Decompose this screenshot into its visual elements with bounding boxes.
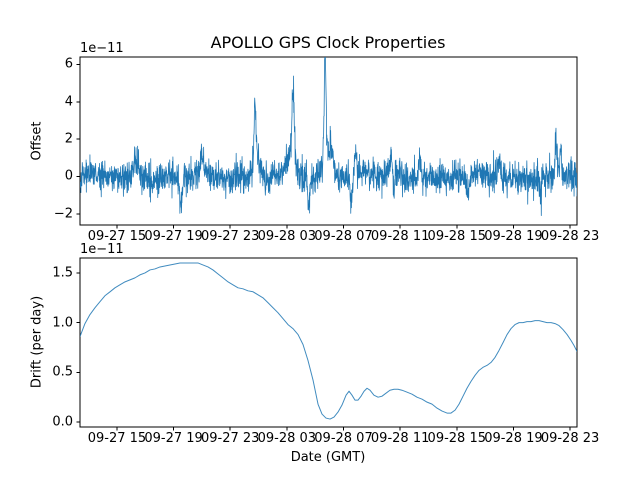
x-tick-label: 09-28 15 xyxy=(427,229,487,244)
axes-frame xyxy=(79,56,578,226)
x-tick-label: 09-27 23 xyxy=(200,431,260,446)
x-tick-label: 09-27 19 xyxy=(144,229,203,244)
y-tick-label: 1.5 xyxy=(52,265,73,281)
axes-frame xyxy=(79,257,578,428)
offset-series-line xyxy=(80,57,577,216)
x-tick-label: 09-28 19 xyxy=(484,229,543,244)
ylabel-drift: Drift (per day) xyxy=(29,295,45,389)
y-tick-label: 6 xyxy=(64,56,73,72)
x-tick-label: 09-27 15 xyxy=(87,229,147,244)
y-scale-offset-text-bottom: 1e−11 xyxy=(80,242,124,257)
x-tick-label: 09-28 15 xyxy=(427,431,487,446)
x-tick-label: 09-28 03 xyxy=(257,431,317,446)
y-tick-label: 0.0 xyxy=(52,414,73,430)
x-tick-label: 09-28 03 xyxy=(257,229,317,244)
x-tick-label: 09-28 11 xyxy=(370,431,430,446)
x-tick-label: 09-28 23 xyxy=(540,431,600,446)
y-tick-label: 0.5 xyxy=(52,364,73,380)
y-tick-label: 2 xyxy=(64,131,73,147)
y-tick-label: −2 xyxy=(53,206,73,222)
x-tick-label: 09-27 23 xyxy=(200,229,260,244)
x-tick-label: 09-28 07 xyxy=(314,431,373,446)
y-scale-offset-text-top: 1e−11 xyxy=(80,41,124,56)
x-tick-label: 09-27 15 xyxy=(87,431,147,446)
x-tick-label: 09-28 23 xyxy=(540,229,600,244)
x-tick-label: 09-28 11 xyxy=(370,229,430,244)
y-tick-label: 1.0 xyxy=(52,315,73,331)
xlabel-date: Date (GMT) xyxy=(290,450,366,465)
y-tick-label: 4 xyxy=(64,94,73,110)
drift-series-line xyxy=(80,262,577,420)
x-tick-label: 09-27 19 xyxy=(144,431,203,446)
chart-title: APOLLO GPS Clock Properties xyxy=(210,33,446,52)
x-tick-label: 09-28 19 xyxy=(484,431,543,446)
ylabel-offset: Offset xyxy=(29,121,45,161)
y-tick-label: 0 xyxy=(64,168,73,184)
x-tick-label: 09-28 07 xyxy=(314,229,373,244)
